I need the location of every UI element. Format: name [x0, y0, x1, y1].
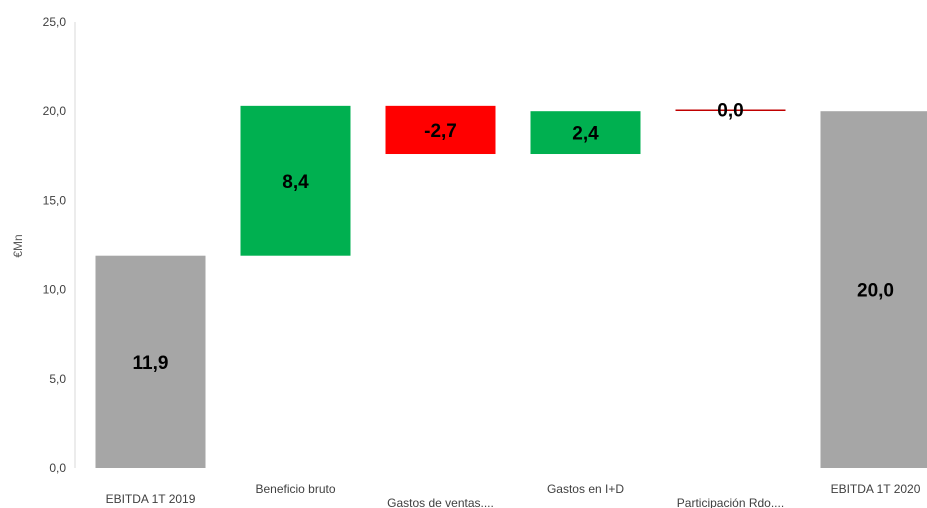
bar-5	[820, 111, 927, 468]
bar-2	[385, 105, 496, 155]
y-tick-label: 15,0	[43, 193, 67, 207]
bar-0	[95, 255, 206, 468]
y-ticks: 0,0 5,0 10,0 15,0 20,0 25,0	[43, 15, 67, 475]
category-label: Gastos de ventas....	[387, 496, 494, 508]
y-tick-label: 20,0	[43, 104, 67, 118]
data-label-1: 8,4	[282, 172, 309, 193]
bar-1	[240, 105, 351, 256]
y-tick-label: 5,0	[49, 372, 66, 386]
y-tick-label: 25,0	[43, 15, 67, 29]
category-label: Beneficio bruto	[255, 482, 335, 496]
y-tick-label: 10,0	[43, 283, 67, 297]
y-tick-label: 0,0	[49, 461, 66, 475]
category-label: EBITDA 1T 2020	[831, 482, 921, 496]
category-labels: EBITDA 1T 2019 Beneficio bruto Gastos de v…	[106, 482, 921, 508]
category-label: EBITDA 1T 2019	[106, 492, 196, 506]
bars: 11,9 8,4 -2,7 2,4 0,0 20,0	[95, 100, 927, 468]
data-label-3: 2,4	[572, 124, 599, 145]
y-axis-label: €Mn	[11, 234, 25, 257]
data-label-4: 0,0	[717, 100, 743, 121]
data-label-0: 11,9	[133, 353, 169, 374]
data-label-5: 20,0	[857, 281, 894, 302]
category-label: Participación Rdo....	[677, 496, 784, 508]
bar-3	[530, 111, 641, 155]
data-label-2: -2,7	[424, 121, 457, 142]
category-label: Gastos en I+D	[547, 482, 624, 496]
